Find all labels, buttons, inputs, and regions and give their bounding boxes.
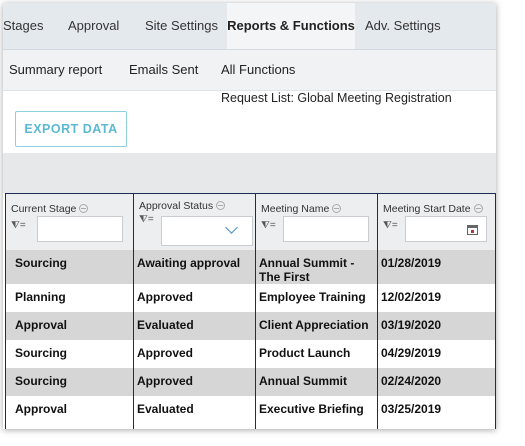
calendar-icon[interactable] [467,225,478,235]
sort-icon[interactable] [332,203,342,213]
request-list-title: Request List: Global Meeting Registratio… [221,91,452,105]
sub-navigation: Summary report Emails Sent All Functions [3,50,496,91]
column-divider [5,193,6,429]
request-list-title-text: Request List: Global Meeting Registratio… [221,91,452,105]
cell-meeting-name: Annual Summit - The First [259,256,355,284]
cell-current-stage: Approval [15,402,68,416]
tab-approval[interactable]: Approval [68,18,120,33]
cell-meeting-start-date: 01/28/2019 [381,256,442,270]
column-divider [255,193,256,429]
filter-operator: = [391,220,398,231]
top-tab-bar: Stages Approval Site Settings Reports & … [3,3,496,50]
cell-meeting-start-date: 12/02/2019 [381,290,442,304]
cell-approval-status: Approved [137,346,194,360]
sort-icon[interactable] [216,200,226,210]
cell-meeting-name: Annual Summit [259,374,348,388]
column-label: Meeting Start Date [383,203,471,215]
column-label: Meeting Name [261,203,330,215]
tab-site-settings[interactable]: Site Settings [145,18,218,33]
cell-meeting-name: Employee Training [259,290,366,304]
chevron-down-icon [225,221,238,234]
cell-meeting-name: Client Appreciation [259,318,369,332]
cell-current-stage: Sourcing [15,374,68,388]
table-row[interactable]: Sourcing Approved Product Launch 04/29/2… [5,340,496,368]
approval-status-filter-dropdown[interactable] [161,216,253,246]
sort-icon[interactable] [473,203,483,213]
column-divider [377,193,378,429]
data-grid: Current Stage ⧨= Approval Status ⧨= Meet… [5,193,496,429]
cell-meeting-name: Executive Briefing [259,402,364,416]
column-label: Current Stage [11,203,77,215]
column-header-meeting-start-date[interactable]: Meeting Start Date ⧨= [377,194,496,250]
grid-header-row: Current Stage ⧨= Approval Status ⧨= Meet… [5,193,496,251]
filter-operator: = [269,220,276,231]
column-divider [133,193,134,429]
export-data-button[interactable]: EXPORT DATA [15,111,127,147]
column-divider [495,193,496,429]
column-header-approval-status[interactable]: Approval Status ⧨= [133,194,255,250]
cell-current-stage: Planning [15,290,66,304]
filter-funnel-icon[interactable]: ⧨= [139,214,154,225]
meeting-start-date-filter-input[interactable] [405,216,487,242]
sort-icon[interactable] [79,203,89,213]
filter-funnel-icon[interactable]: ⧨= [261,220,276,231]
toolbar-band [3,153,496,193]
filter-operator: = [19,220,26,231]
cell-approval-status: Evaluated [137,318,194,332]
cell-current-stage: Sourcing [15,346,68,360]
cell-meeting-start-date: 02/24/2020 [381,374,442,388]
filter-funnel-icon[interactable]: ⧨= [383,220,398,231]
column-label: Approval Status [139,200,214,212]
cell-current-stage: Approval [15,318,68,332]
column-header-meeting-name[interactable]: Meeting Name ⧨= [255,194,377,250]
cell-meeting-start-date: 04/29/2019 [381,346,442,360]
table-row[interactable]: Sourcing Approved Annual Summit 02/24/20… [5,368,496,396]
table-row[interactable]: Approval Evaluated Client Appreciation 0… [5,312,496,340]
cell-current-stage: Sourcing [15,256,68,270]
cell-approval-status: Awaiting approval [137,256,241,270]
column-header-current-stage[interactable]: Current Stage ⧨= [5,194,133,250]
cell-approval-status: Approved [137,374,194,388]
meeting-name-filter-input[interactable] [283,216,369,242]
tab-reports-functions[interactable]: Reports & Functions [227,3,355,49]
cell-meeting-start-date: 03/25/2019 [381,402,442,416]
current-stage-filter-input[interactable] [37,216,123,242]
filter-funnel-icon[interactable]: ⧨= [11,220,26,231]
cell-meeting-start-date: 03/19/2020 [381,318,442,332]
cell-approval-status: Evaluated [137,402,194,416]
tab-stages[interactable]: Stages [3,18,44,33]
table-row[interactable]: Sourcing Awaiting approval Annual Summit… [5,250,496,284]
filter-operator: = [147,214,154,225]
subnav-summary-report[interactable]: Summary report [9,62,103,77]
cell-meeting-name: Product Launch [259,346,351,360]
cell-approval-status: Approved [137,290,194,304]
table-row[interactable]: Planning Approved Employee Training 12/0… [5,284,496,312]
table-row[interactable]: Approval Evaluated Executive Briefing 03… [5,396,496,429]
subnav-emails-sent[interactable]: Emails Sent [129,62,199,77]
subnav-all-functions[interactable]: All Functions [221,62,296,77]
tab-adv-settings[interactable]: Adv. Settings [365,18,441,33]
report-window: Stages Approval Site Settings Reports & … [3,3,496,429]
